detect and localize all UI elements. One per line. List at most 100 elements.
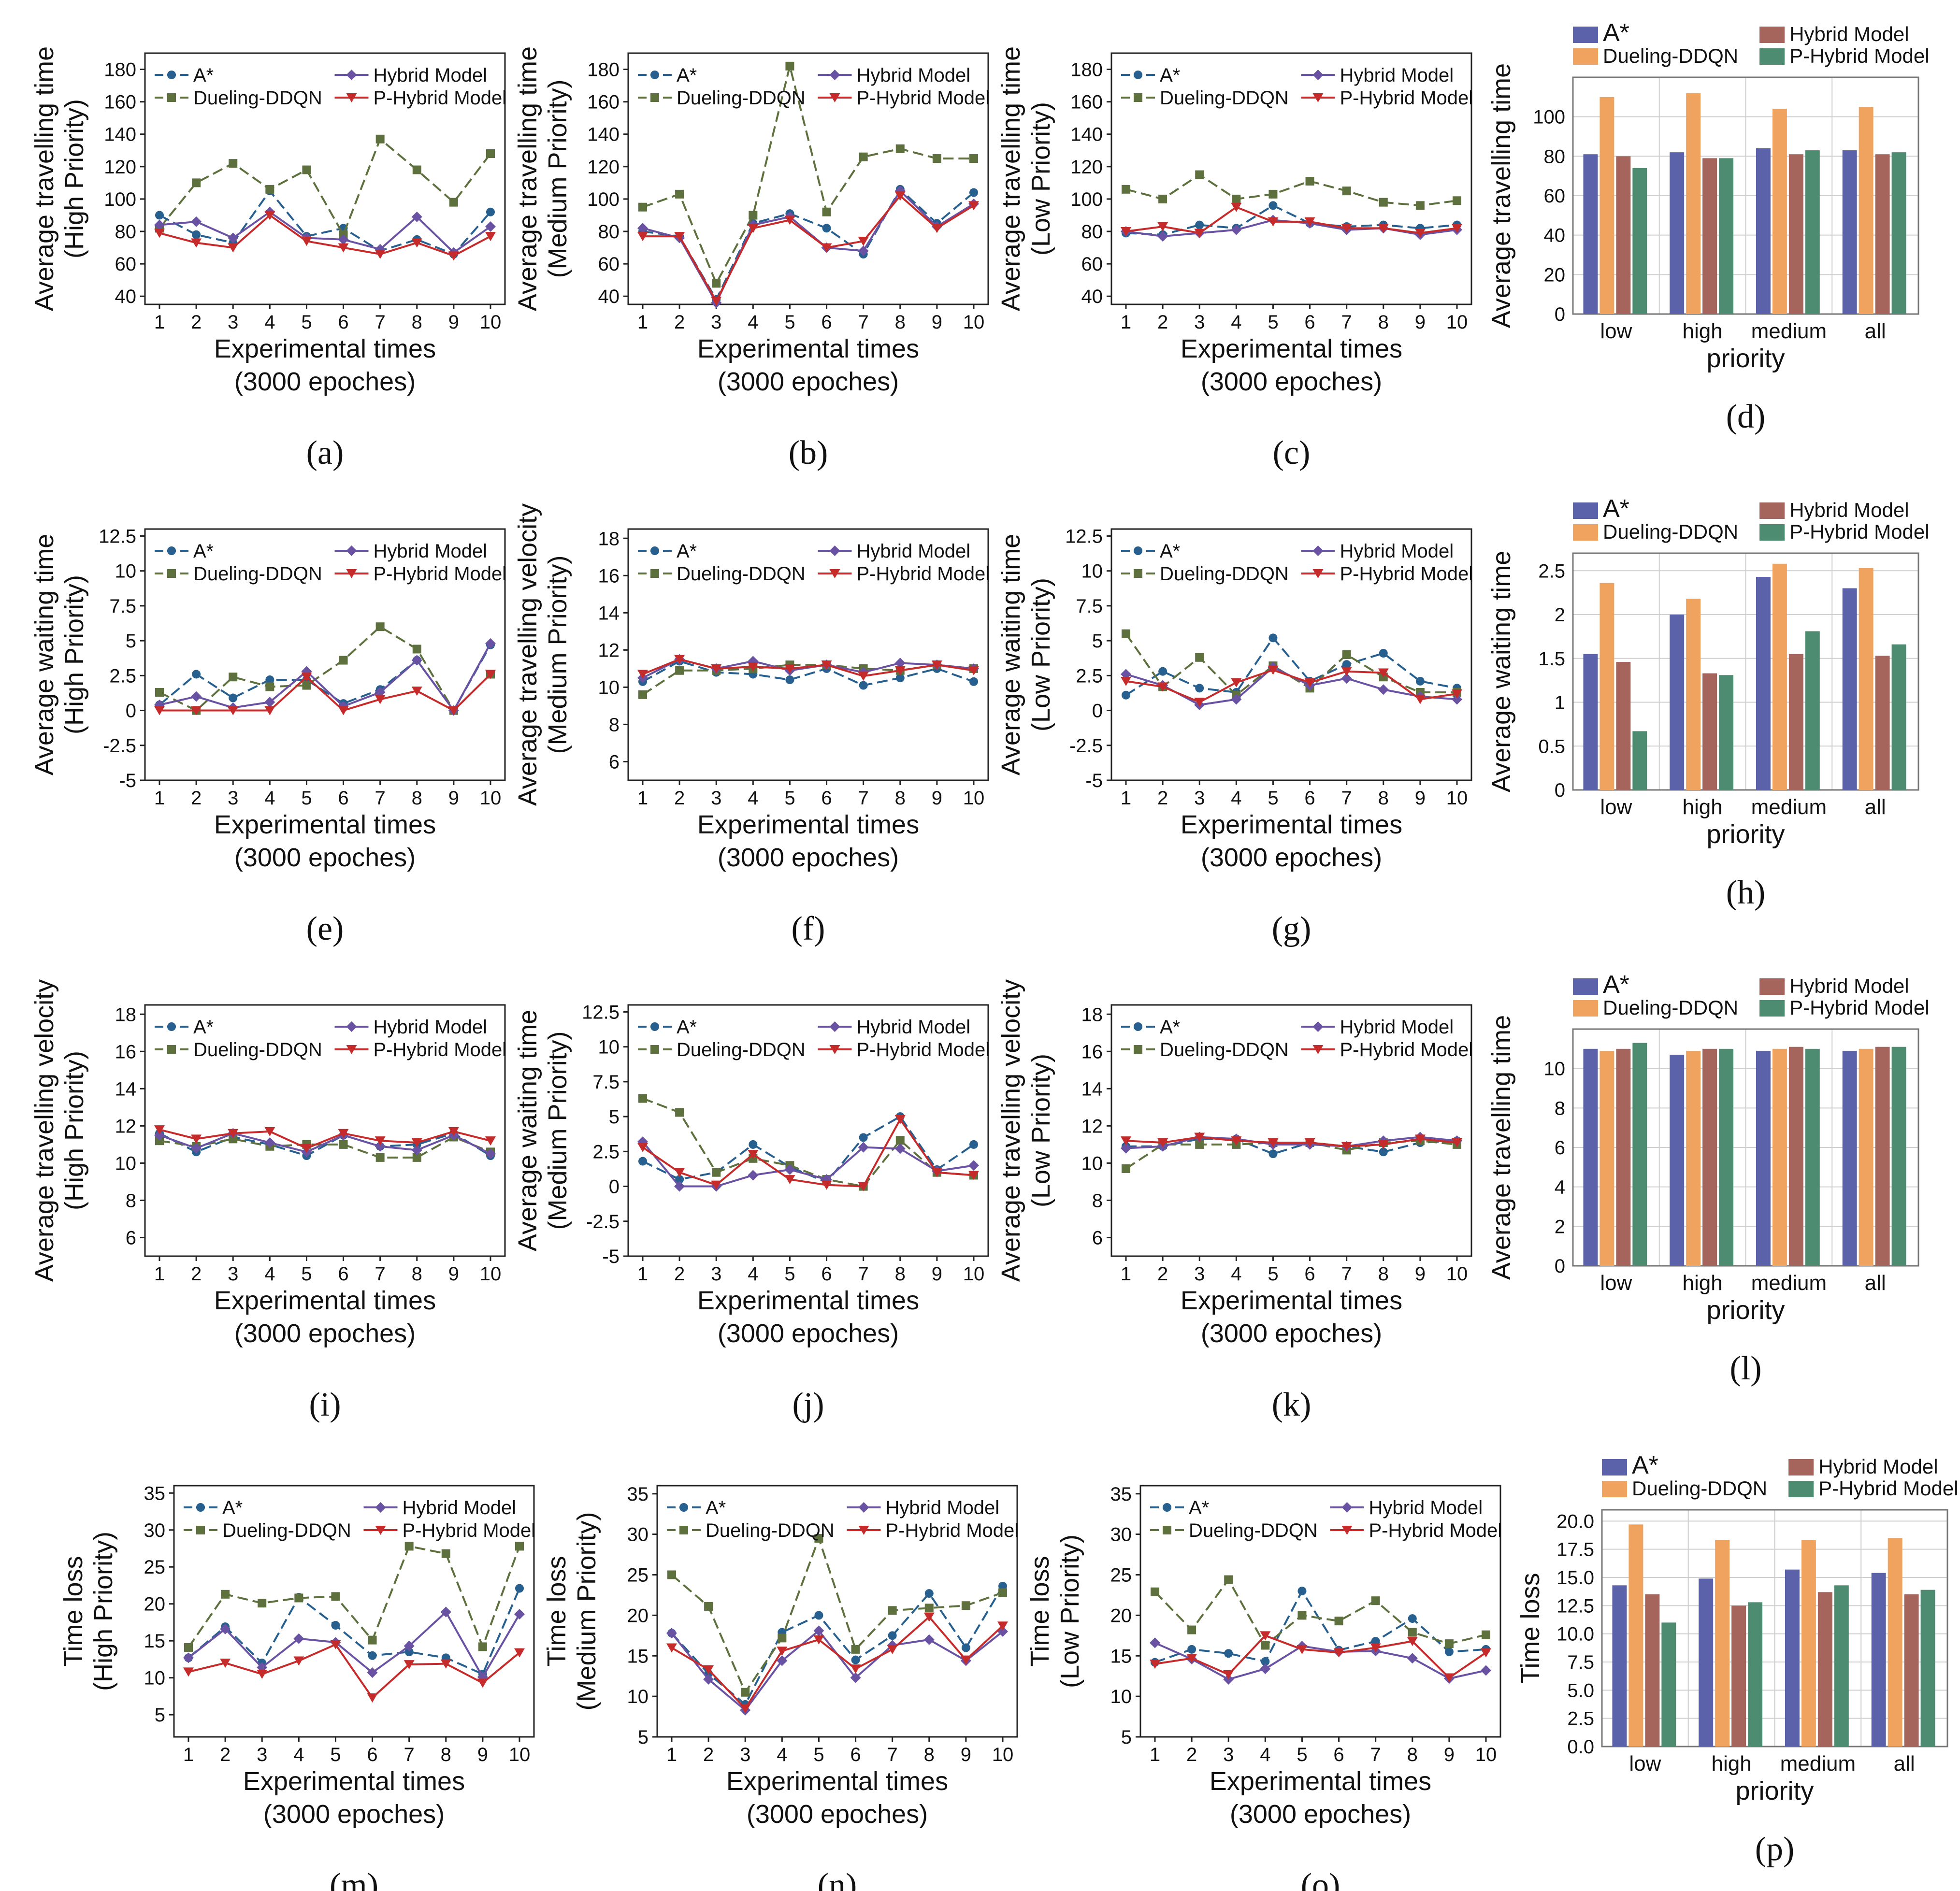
data-point <box>1341 667 1352 676</box>
x-tick-label: high <box>1683 1271 1723 1295</box>
series-line-0 <box>1125 204 1457 236</box>
legend-label: Hybrid Model <box>374 65 488 86</box>
data-point <box>302 165 311 174</box>
y-tick-label: 25 <box>1110 1565 1132 1586</box>
data-point <box>784 664 795 673</box>
x-tick-label: 8 <box>412 1263 422 1285</box>
y-tick-label: 10 <box>1081 1153 1103 1174</box>
y-tick-label: 160 <box>104 92 136 113</box>
x-tick-label: 7 <box>887 1744 898 1765</box>
x-tick-label: 4 <box>264 1263 275 1285</box>
legend-marker <box>1134 569 1142 578</box>
y-axis-label: Average travelling time <box>30 46 59 311</box>
bar-high-3 <box>1748 1602 1763 1747</box>
data-point <box>821 243 832 253</box>
bar-high-0 <box>1699 1578 1714 1747</box>
x-tick-label: 9 <box>932 1263 942 1285</box>
x-tick-label: 1 <box>1121 312 1131 333</box>
legend-marker <box>167 569 176 578</box>
legend-label: P-Hybrid Model <box>374 1039 507 1060</box>
x-axis-sublabel: (3000 epoches) <box>1201 1319 1382 1348</box>
series-line-3 <box>1125 206 1457 234</box>
data-point <box>191 216 202 227</box>
data-point <box>339 656 348 665</box>
legend-label: Hybrid Model <box>1340 541 1454 562</box>
bar-all-2 <box>1875 656 1890 790</box>
legend-label: P-Hybrid Model <box>374 87 507 109</box>
panel-caption: (o) <box>1301 1867 1340 1891</box>
y-axis-label: Average waiting time <box>1487 551 1516 792</box>
data-point <box>478 1642 487 1651</box>
data-point <box>859 1133 868 1142</box>
y-tick-label: 8 <box>126 1190 136 1211</box>
y-axis-sublabel: (Low Priority) <box>1055 1534 1084 1688</box>
data-point <box>264 1127 275 1136</box>
data-point <box>1261 1641 1270 1650</box>
x-tick-label: 6 <box>367 1744 377 1765</box>
legend-swatch <box>1573 27 1598 43</box>
x-tick-label: 1 <box>637 312 648 333</box>
y-tick-label: 100 <box>104 189 136 210</box>
legend-label: P-Hybrid Model <box>1789 996 1929 1019</box>
data-point <box>1232 194 1241 203</box>
legend-marker <box>829 545 840 556</box>
data-point <box>777 1655 788 1666</box>
legend-marker <box>858 1502 869 1513</box>
x-tick-label: 8 <box>924 1744 935 1765</box>
x-tick-label: 7 <box>404 1744 415 1765</box>
y-tick-label: 8 <box>1555 1098 1565 1119</box>
x-tick-label: high <box>1712 1752 1752 1776</box>
plot-frame <box>1572 1028 1919 1267</box>
x-tick-label: 9 <box>477 1744 488 1765</box>
legend-marker <box>1134 93 1142 102</box>
y-tick-label: 60 <box>598 254 620 275</box>
y-tick-label: -5 <box>602 1246 620 1267</box>
x-tick-label: low <box>1629 1752 1661 1776</box>
data-point <box>264 1137 275 1148</box>
legend-swatch <box>1573 978 1598 995</box>
data-point <box>969 1140 978 1149</box>
series-line-0 <box>159 189 491 256</box>
data-point <box>923 1612 935 1622</box>
series-line-3 <box>643 194 975 303</box>
y-tick-label: 18 <box>115 1004 137 1025</box>
x-tick-label: 3 <box>711 312 721 333</box>
series-line-0 <box>642 660 974 687</box>
x-axis-label: priority <box>1706 820 1785 849</box>
y-tick-label: 100 <box>587 189 620 210</box>
data-point <box>514 1609 525 1620</box>
legend-label: P-Hybrid Model <box>1789 520 1929 543</box>
y-axis-label: Average travelling velocity <box>30 979 59 1282</box>
data-point <box>894 191 906 201</box>
x-tick-label: 8 <box>441 1744 451 1765</box>
data-point <box>264 211 275 220</box>
x-tick-label: 2 <box>191 788 202 809</box>
x-tick-label: 8 <box>1378 788 1389 809</box>
y-tick-label: 40 <box>1544 225 1566 246</box>
legend-swatch <box>1573 1000 1598 1017</box>
bar-medium-3 <box>1805 631 1820 790</box>
x-tick-label: 2 <box>220 1744 231 1765</box>
legend-marker <box>1134 1045 1142 1054</box>
y-axis-label: Average waiting time <box>513 1010 542 1251</box>
x-tick-label: 3 <box>228 312 238 333</box>
data-point <box>777 1647 788 1656</box>
data-point <box>749 1140 758 1149</box>
data-point <box>850 1664 861 1674</box>
data-point <box>969 188 978 197</box>
data-point <box>485 1136 496 1146</box>
data-point <box>220 1623 231 1634</box>
y-tick-label: 25 <box>627 1565 649 1586</box>
data-point <box>338 234 349 245</box>
bar-medium-1 <box>1772 563 1787 790</box>
x-tick-label: 7 <box>375 1263 386 1285</box>
legend-label: Hybrid Model <box>374 1017 488 1038</box>
bar-all-0 <box>1842 150 1857 314</box>
plot-frame <box>1110 528 1472 781</box>
y-tick-label: 12.5 <box>582 1002 620 1023</box>
data-point <box>192 230 201 239</box>
data-point <box>1231 224 1242 235</box>
data-point <box>674 232 685 242</box>
